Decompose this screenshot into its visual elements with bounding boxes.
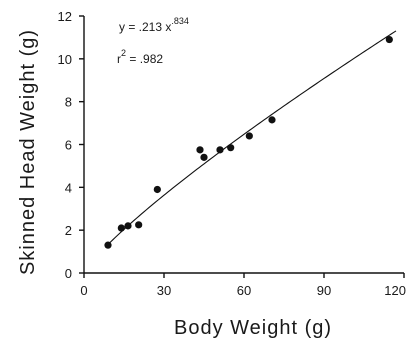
data-point [268,116,276,124]
y-tick-label: 10 [58,52,72,67]
r-squared-annotation: r2 = .982 [117,48,163,66]
data-point [117,224,125,232]
y-tick-label: 2 [65,223,72,238]
y-tick-label: 4 [65,180,72,195]
y-tick-label: 8 [65,95,72,110]
y-tick-label: 6 [65,138,72,153]
y-tick-label: 12 [58,9,72,24]
x-ticks: 0 30 60 90 120 [80,273,406,298]
x-tick-label: 30 [157,283,171,298]
data-point [216,146,224,154]
data-point [196,146,204,154]
data-point [153,185,161,194]
data-point [200,153,208,161]
y-ticks: 0 2 4 6 8 10 12 [58,9,84,281]
fit-line [107,30,397,245]
data-point [124,222,132,230]
x-axis-title: Body Weight (g) [174,317,332,339]
data-point [227,144,235,152]
data-point [385,35,393,44]
data-point [104,241,112,249]
x-tick-label: 60 [237,283,251,298]
data-point [245,132,253,140]
x-tick-label: 120 [384,283,406,298]
plot-area: 0 30 60 90 120 0 2 4 6 8 10 12 [58,9,406,298]
data-point [135,221,143,229]
y-tick-label: 0 [65,266,72,281]
x-tick-label: 0 [80,283,87,298]
y-axis-title: Skinned Head Weight (g) [17,29,39,275]
equation-annotation: y = .213 x.834 [119,16,189,34]
x-tick-label: 90 [317,283,331,298]
data-points [104,35,393,249]
